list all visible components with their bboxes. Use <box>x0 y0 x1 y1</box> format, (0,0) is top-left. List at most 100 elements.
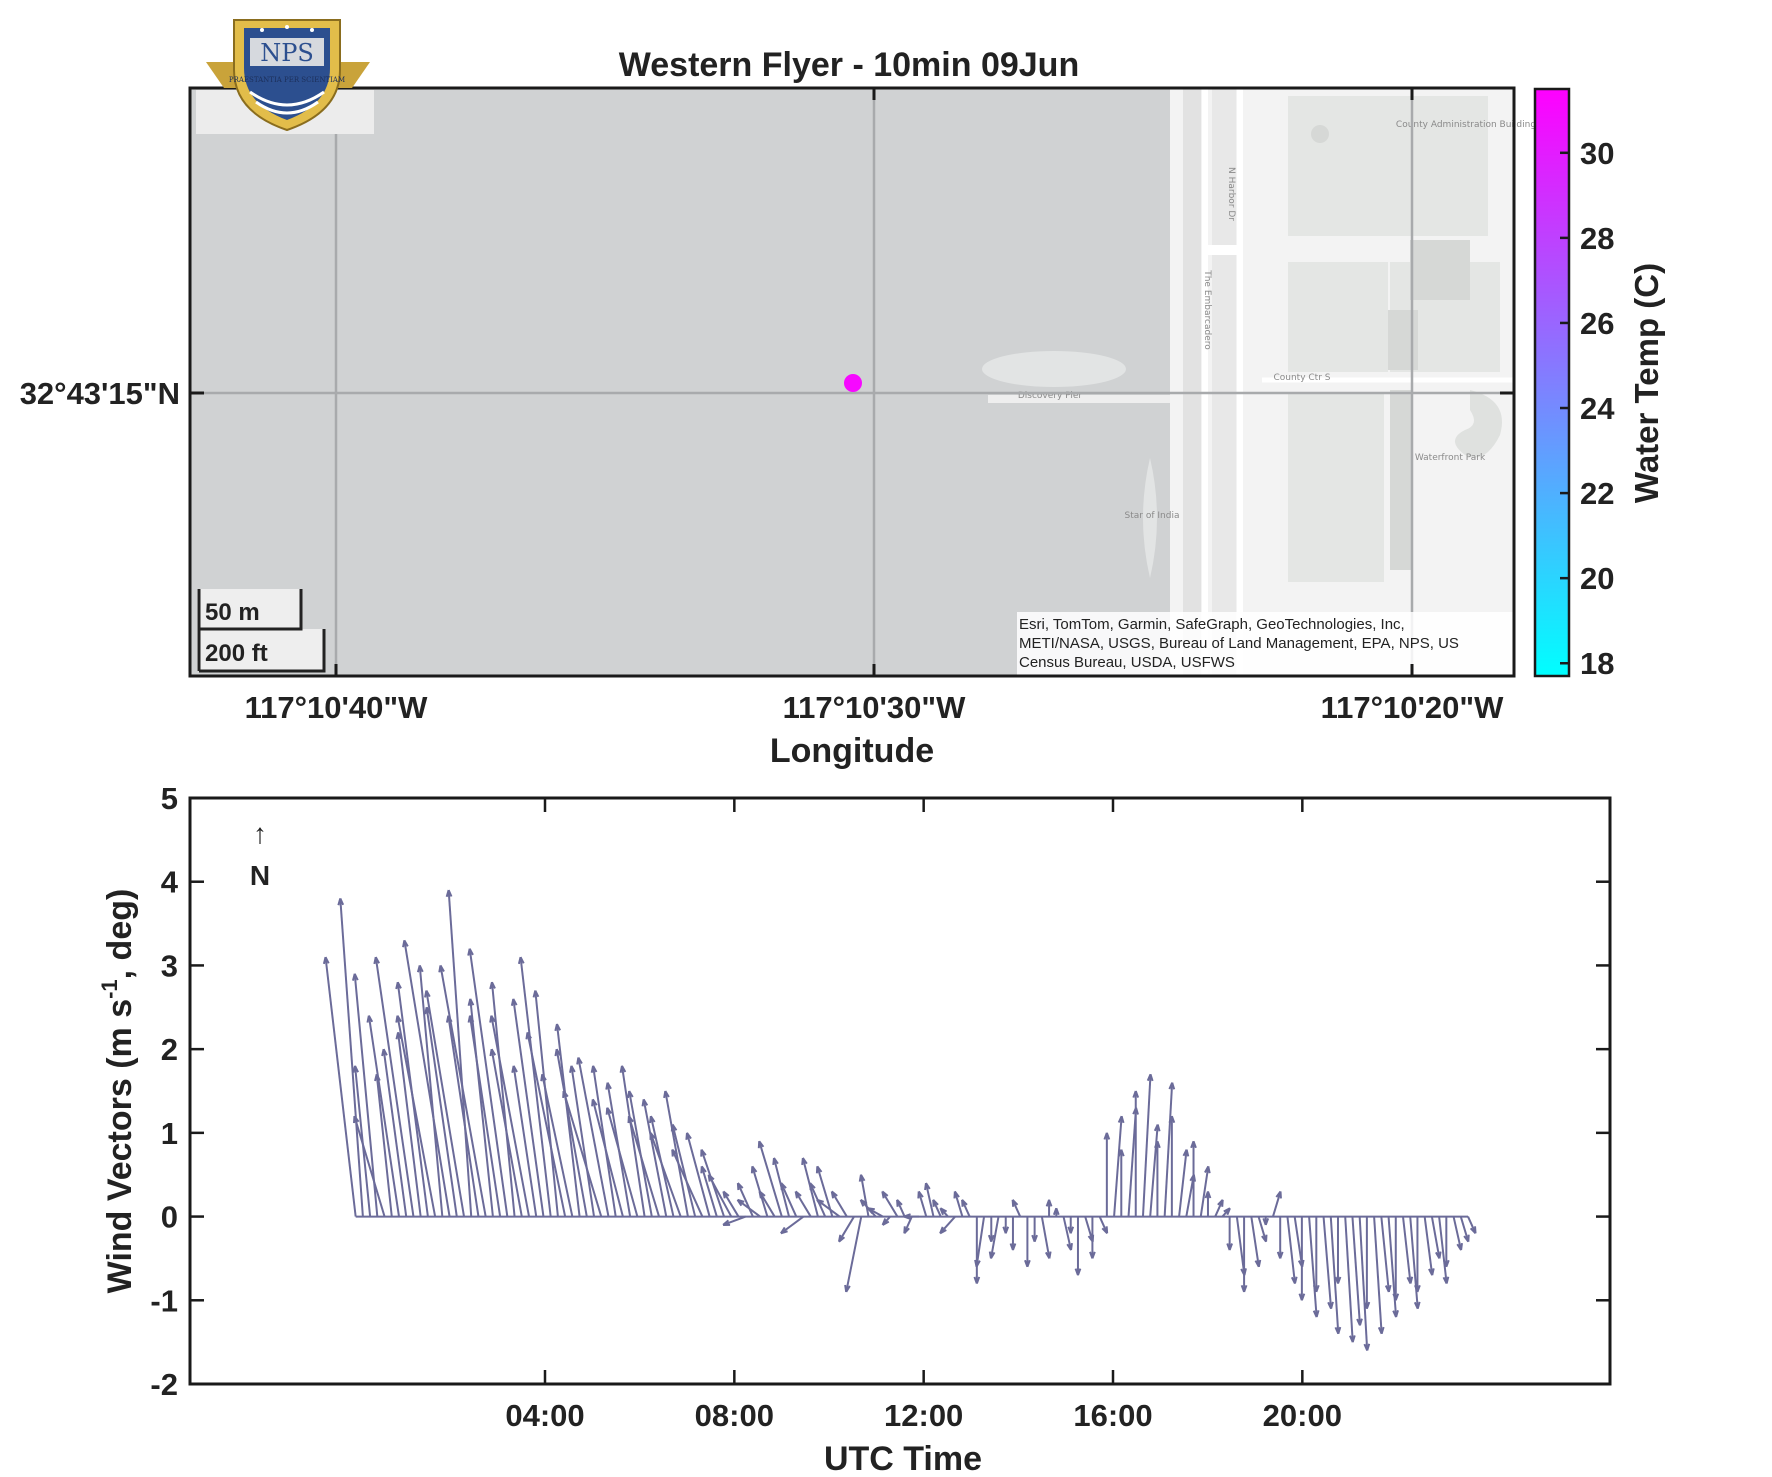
wind-vector-head <box>649 1132 656 1140</box>
wind-vector-head <box>772 1157 779 1166</box>
wind-vector-head <box>939 1226 947 1235</box>
wind-vector <box>736 1199 761 1218</box>
wind-vector-head <box>881 1218 890 1226</box>
map-label-harbor-dr: N Harbor Dr <box>1226 167 1236 221</box>
wind-vector-head <box>424 990 431 998</box>
wind-vector-head <box>1074 1268 1082 1276</box>
wind-vector <box>932 1199 942 1217</box>
wind-vector-head <box>1261 1234 1268 1243</box>
map-label-county-admin: County Administration Building <box>1396 120 1536 130</box>
wind-vector-head <box>1190 1140 1197 1149</box>
map-x-axis-label: Longitude <box>770 732 934 770</box>
wind-vector-head <box>1011 1199 1019 1207</box>
wind-vector <box>469 998 494 1217</box>
wind-vector <box>1149 1124 1159 1217</box>
logo-text: NPS <box>260 39 314 67</box>
wind-vector <box>1272 1191 1282 1217</box>
wind-vector-head <box>1089 1251 1096 1259</box>
wind-vector-head <box>517 956 525 965</box>
wind-vector-head <box>1103 1132 1111 1140</box>
scale-bar-ft-label: 200 ft <box>205 640 268 667</box>
colorbar-tick-label: 22 <box>1580 476 1614 511</box>
wind-vector-head <box>1101 1226 1109 1235</box>
wind-vector <box>686 1132 711 1217</box>
wind-vector <box>707 1174 733 1218</box>
wind-vector-head <box>1262 1218 1270 1226</box>
wind-vector-head <box>1204 1191 1212 1199</box>
wind-x-tick-label: 08:00 <box>695 1398 774 1433</box>
wind-vector <box>1199 1166 1210 1217</box>
wind-vector <box>1459 1216 1470 1242</box>
colorbar-tick-label: 24 <box>1580 391 1615 426</box>
wind-vector-head <box>510 998 518 1006</box>
wind-vector <box>961 1199 971 1217</box>
wind-vector <box>439 965 487 1217</box>
wind-vector <box>562 1090 603 1217</box>
wind-vector-head <box>511 1065 518 1073</box>
scale-bar-lines <box>197 589 326 673</box>
wind-x-axis-label: UTC Time <box>824 1440 982 1477</box>
wind-vector-head <box>402 939 409 948</box>
wind-vector <box>1409 1216 1419 1309</box>
wind-vector-head <box>590 1065 598 1073</box>
colorbar-tick-label: 18 <box>1580 646 1614 681</box>
wind-vector <box>736 1182 754 1217</box>
wind-vector-head <box>562 1090 569 1099</box>
wind-vector <box>447 1015 480 1217</box>
colorbar-gradient <box>1533 87 1571 678</box>
wind-vector <box>1163 1082 1174 1217</box>
nps-logo: NPS PRAESTANTIA PER SCIENTIAM <box>206 19 370 132</box>
wind-chart-frame <box>188 796 1612 1386</box>
wind-vector <box>353 973 379 1217</box>
wind-vector-head <box>591 1098 598 1107</box>
wind-vector <box>1062 1216 1073 1251</box>
wind-vector-head <box>569 1065 576 1073</box>
wind-vector-head <box>540 1073 547 1082</box>
wind-vector-head <box>1168 1115 1176 1124</box>
wind-vector <box>627 1115 660 1217</box>
wind-vectors <box>322 889 1477 1351</box>
wind-vector <box>367 1015 400 1217</box>
wind-vector-head <box>1052 1207 1060 1216</box>
wind-vector <box>425 990 465 1217</box>
map-label-waterfront-park: Waterfront Park <box>1415 453 1486 463</box>
wind-vector-head <box>1363 1343 1371 1351</box>
wind-vector-head <box>881 1190 889 1199</box>
wind-vector-head <box>373 956 380 965</box>
logo-star-2 <box>285 25 289 29</box>
logo-wave-2 <box>255 100 319 115</box>
wind-vector-head <box>627 1090 634 1099</box>
wind-vector-head <box>1312 1284 1320 1293</box>
wind-vector-head <box>736 1198 745 1207</box>
wind-vector-head <box>757 1140 765 1149</box>
wind-vector-head <box>467 948 474 956</box>
wind-vector <box>1430 1216 1441 1259</box>
wind-vector-head <box>988 1251 996 1259</box>
wind-vector-head <box>816 1198 824 1207</box>
attribution-line-1: Esri, TomTom, Garmin, SafeGraph, GeoTech… <box>1019 616 1405 633</box>
figure-title: Western Flyer - 10min 09Jun <box>619 46 1079 84</box>
wind-vector <box>1467 1216 1477 1234</box>
wind-vector <box>953 1191 964 1217</box>
logo-wave-1 <box>249 90 325 107</box>
wind-vector-head <box>352 1065 359 1073</box>
logo-star-1 <box>260 28 264 32</box>
wind-vector <box>1098 1216 1109 1234</box>
wind-y-tick-label: 2 <box>161 1032 178 1067</box>
wind-vector-head <box>395 1015 402 1023</box>
wind-vector <box>519 956 552 1217</box>
wind-vector-head <box>1132 1090 1140 1098</box>
wind-vector <box>917 1191 928 1217</box>
wind-vector-head <box>917 1190 924 1199</box>
wind-vector-head <box>1045 1199 1053 1207</box>
wind-vector-head <box>844 1284 851 1293</box>
wind-vector-head <box>903 1226 910 1235</box>
wind-vector-head <box>381 1048 388 1057</box>
map-building-3 <box>1410 240 1470 300</box>
wind-y-tick-label: 5 <box>161 781 178 816</box>
wind-vector <box>1358 1216 1369 1351</box>
wind-vector-head <box>896 1199 903 1207</box>
wind-vector-head <box>489 1048 497 1057</box>
